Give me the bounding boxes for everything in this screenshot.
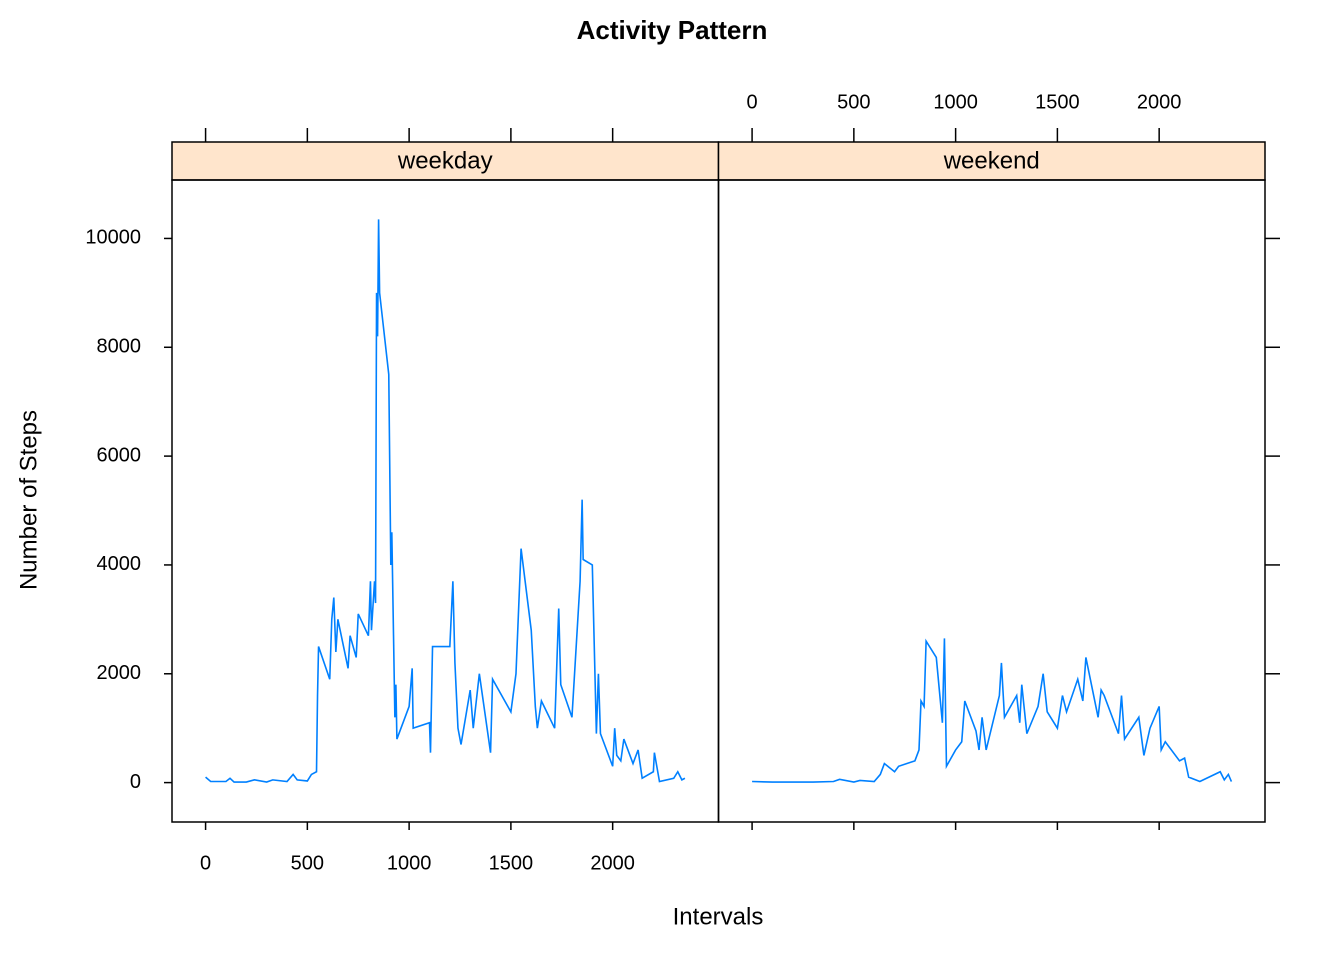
x-tick-label: 0 <box>200 852 211 874</box>
line <box>752 638 1233 783</box>
x-tick-label: 2000 <box>590 852 635 874</box>
x-tick-label: 0 <box>747 91 758 113</box>
y-tick-label: 10000 <box>85 227 141 249</box>
strip <box>171 141 720 181</box>
x-tick-label: 1500 <box>489 852 534 874</box>
y-tick-label: 6000 <box>97 444 142 466</box>
x-tick-label: 500 <box>291 852 324 874</box>
panel <box>717 179 1266 823</box>
x-tick-label: 1000 <box>933 91 978 113</box>
y-tick-label: 2000 <box>97 662 142 684</box>
x-tick-label: 500 <box>837 91 870 113</box>
y-tick-label: 0 <box>130 771 141 793</box>
y-tick-label: 8000 <box>97 336 142 358</box>
x-axis-label: Intervals <box>673 903 764 930</box>
panel <box>171 179 720 823</box>
strip-label: weekday <box>397 147 493 174</box>
x-tick-label: 1000 <box>387 852 432 874</box>
strip-label: weekend <box>943 147 1040 174</box>
x-tick-label: 2000 <box>1137 91 1182 113</box>
line <box>205 219 686 783</box>
x-tick-label: 1500 <box>1035 91 1080 113</box>
y-tick-label: 4000 <box>97 553 142 575</box>
chart-title: Activity Pattern <box>577 15 768 45</box>
y-axis-label: Number of Steps <box>15 410 42 590</box>
